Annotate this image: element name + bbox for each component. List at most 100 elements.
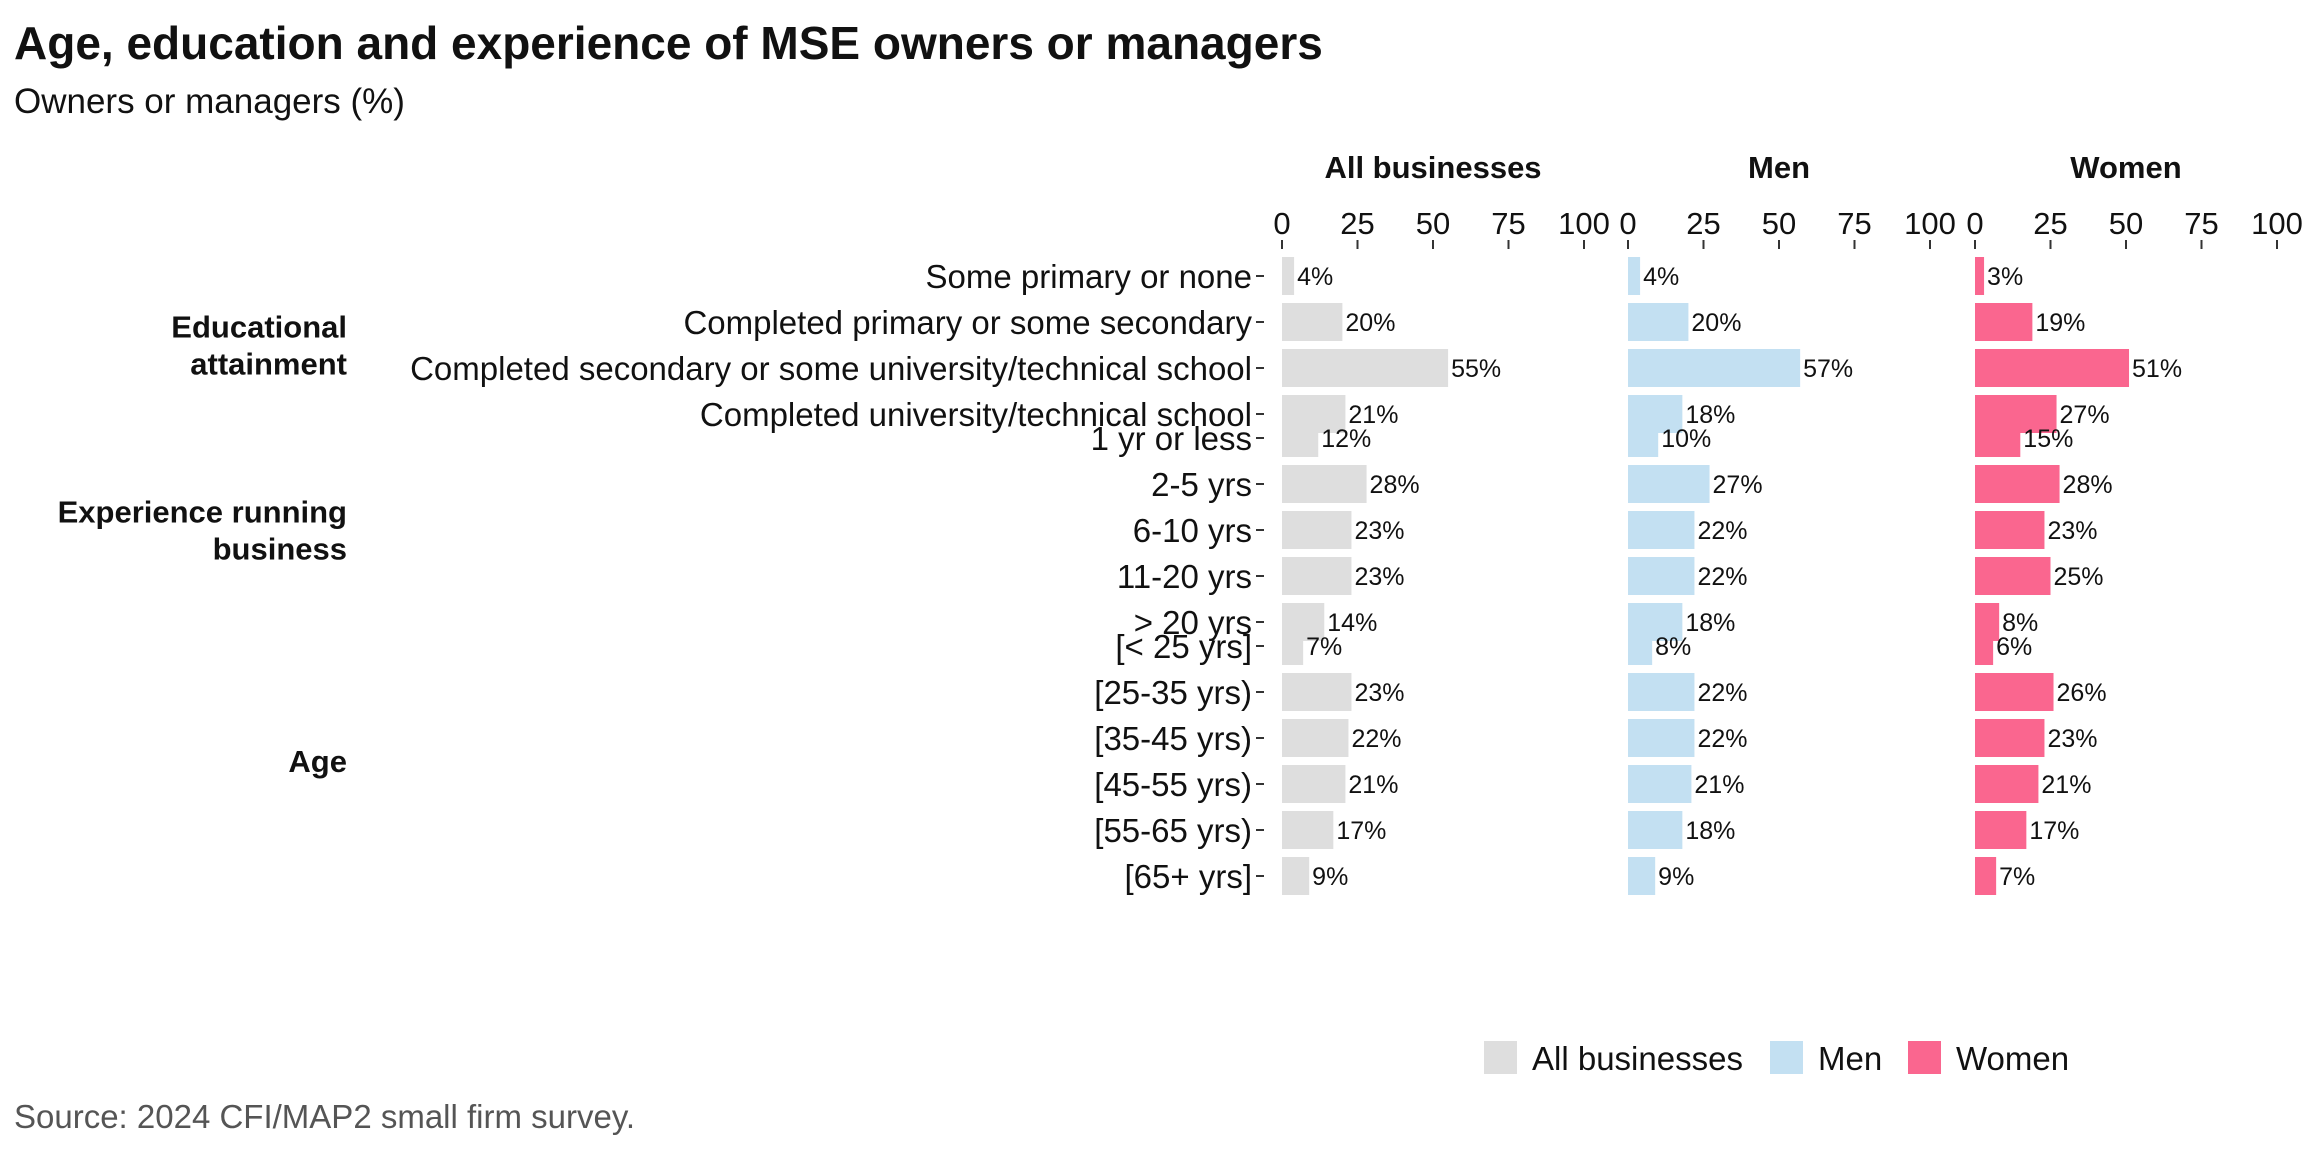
- data-label: 22%: [1697, 725, 1747, 753]
- data-label: 20%: [1345, 309, 1395, 337]
- facet-header-women: Women: [2070, 150, 2181, 185]
- data-label: 23%: [2047, 725, 2097, 753]
- data-label: 17%: [2029, 817, 2079, 845]
- category-label: Completed university/technical school: [700, 396, 1252, 433]
- bar-women: [1975, 557, 2051, 595]
- data-label: 14%: [1327, 609, 1377, 637]
- bar-men: [1628, 465, 1710, 503]
- category-label: [65+ yrs]: [1125, 858, 1252, 895]
- data-label: 17%: [1336, 817, 1386, 845]
- data-label: 22%: [1697, 517, 1747, 545]
- data-label: 28%: [2063, 471, 2113, 499]
- category-label: [25-35 yrs): [1094, 674, 1252, 711]
- legend-label: Women: [1956, 1040, 2069, 1077]
- x-tick-label: 0: [1966, 206, 1983, 241]
- x-tick-label: 75: [1491, 206, 1525, 241]
- data-label: 22%: [1697, 563, 1747, 591]
- bar-women: [1975, 257, 1985, 295]
- legend-key-men: [1770, 1041, 1803, 1074]
- chart-subtitle: Owners or managers (%): [14, 82, 405, 121]
- bar-men: [1628, 811, 1683, 849]
- x-tick-label: 100: [2251, 206, 2303, 241]
- bar-men: [1628, 627, 1653, 665]
- data-label: 21%: [1348, 401, 1398, 429]
- bar-women: [1975, 465, 2060, 503]
- x-tick-label: 0: [1619, 206, 1636, 241]
- bar-women: [1975, 673, 2054, 711]
- group-label: business: [213, 532, 347, 567]
- x-tick-label: 25: [1340, 206, 1374, 241]
- bar-all-businesses: [1282, 465, 1367, 503]
- category-label: Completed secondary or some university/t…: [410, 350, 1252, 387]
- legend-key-women: [1908, 1041, 1941, 1074]
- data-label: 26%: [2057, 679, 2107, 707]
- bar-women: [1975, 303, 2033, 341]
- x-tick-label: 50: [1762, 206, 1796, 241]
- x-tick-label: 100: [1904, 206, 1956, 241]
- data-label: 15%: [2023, 425, 2073, 453]
- data-label: 6%: [1996, 633, 2032, 661]
- data-label: 7%: [1999, 863, 2035, 891]
- data-label: 9%: [1658, 863, 1694, 891]
- data-label: 21%: [1694, 771, 1744, 799]
- data-label: 27%: [1713, 471, 1763, 499]
- bar-all-businesses: [1282, 811, 1334, 849]
- bar-all-businesses: [1282, 303, 1343, 341]
- chart-title: Age, education and experience of MSE own…: [14, 17, 1323, 69]
- data-label: 10%: [1661, 425, 1711, 453]
- category-label: > 20 yrs: [1134, 604, 1252, 641]
- data-label: 22%: [1351, 725, 1401, 753]
- bar-men: [1628, 673, 1695, 711]
- bar-men: [1628, 419, 1659, 457]
- bar-men: [1628, 719, 1695, 757]
- data-label: 12%: [1321, 425, 1371, 453]
- category-label: Some primary or none: [926, 258, 1252, 295]
- category-label: 2-5 yrs: [1151, 466, 1252, 503]
- bar-women: [1975, 419, 2021, 457]
- bar-men: [1628, 857, 1656, 895]
- data-label: 20%: [1691, 309, 1741, 337]
- x-tick-label: 75: [1837, 206, 1871, 241]
- bar-women: [1975, 719, 2045, 757]
- data-label: 25%: [2054, 563, 2104, 591]
- group-label: Age: [288, 744, 347, 779]
- bar-men: [1628, 511, 1695, 549]
- data-label: 19%: [2035, 309, 2085, 337]
- bar-women: [1975, 857, 1997, 895]
- legend-label: Men: [1818, 1040, 1882, 1077]
- x-tick-label: 75: [2184, 206, 2218, 241]
- legend-key-all-businesses: [1484, 1041, 1517, 1074]
- data-label: 7%: [1306, 633, 1342, 661]
- bar-women: [1975, 765, 2039, 803]
- data-label: 57%: [1803, 355, 1853, 383]
- data-label: 8%: [2002, 609, 2038, 637]
- data-label: 4%: [1297, 263, 1333, 291]
- data-label: 3%: [1987, 263, 2023, 291]
- data-label: 23%: [1354, 517, 1404, 545]
- data-label: 23%: [1354, 679, 1404, 707]
- bar-all-businesses: [1282, 557, 1352, 595]
- data-label: 4%: [1643, 263, 1679, 291]
- facet-header-men: Men: [1748, 150, 1810, 185]
- x-tick-label: 50: [1416, 206, 1450, 241]
- bar-men: [1628, 765, 1692, 803]
- bar-women: [1975, 349, 2130, 387]
- data-label: 23%: [2047, 517, 2097, 545]
- chart-source: Source: 2024 CFI/MAP2 small firm survey.: [14, 1098, 636, 1135]
- bar-men: [1628, 257, 1641, 295]
- x-tick-label: 100: [1558, 206, 1610, 241]
- bar-women: [1975, 811, 2027, 849]
- bar-all-businesses: [1282, 257, 1295, 295]
- category-label: [35-45 yrs): [1094, 720, 1252, 757]
- bar-all-businesses: [1282, 857, 1310, 895]
- data-label: 18%: [1685, 401, 1735, 429]
- category-label: [45-55 yrs): [1094, 766, 1252, 803]
- legend-label: All businesses: [1532, 1040, 1743, 1077]
- data-label: 18%: [1685, 817, 1735, 845]
- bar-women: [1975, 627, 1994, 665]
- data-label: 27%: [2060, 401, 2110, 429]
- data-label: 8%: [1655, 633, 1691, 661]
- group-label: Educational: [171, 310, 347, 345]
- facet-header-all-businesses: All businesses: [1324, 150, 1541, 185]
